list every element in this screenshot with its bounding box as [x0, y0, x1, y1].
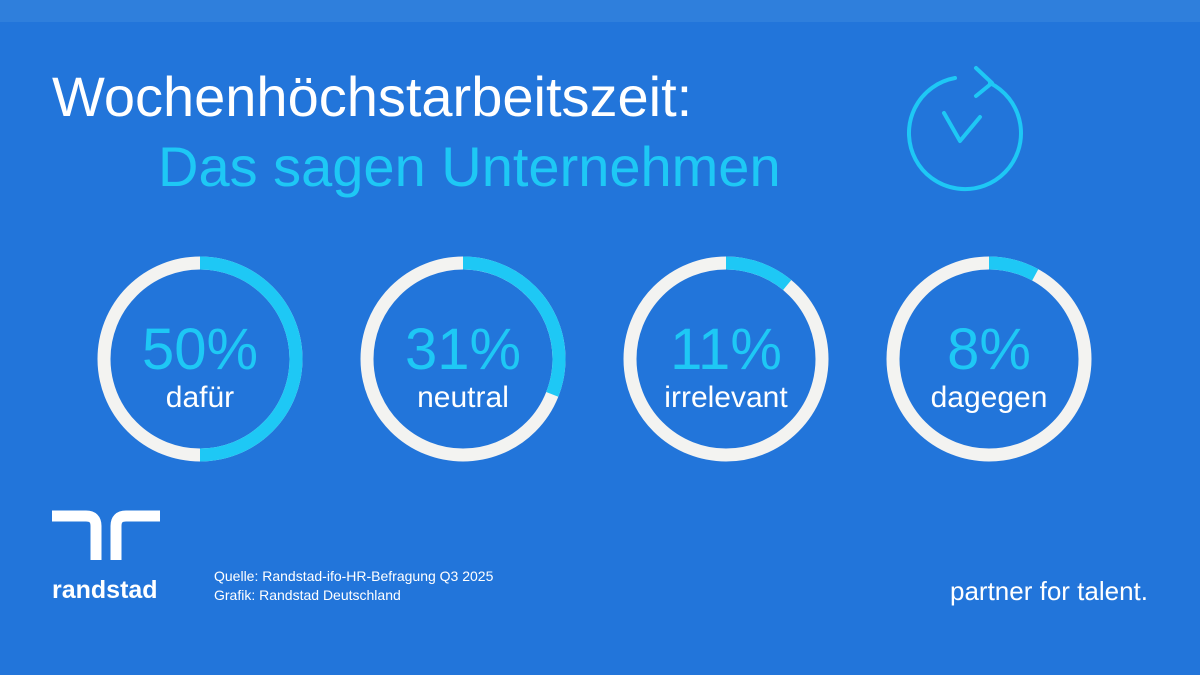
value-label: 11% [670, 317, 782, 382]
subtitle: Das sagen Unternehmen [158, 135, 781, 198]
value-label: 8% [947, 317, 1031, 382]
value-label: 50% [142, 317, 258, 382]
donut-arc [988, 256, 1039, 281]
category-label: dagegen [931, 381, 1048, 414]
randstad-mark [52, 510, 160, 560]
donut-arc [199, 256, 303, 462]
logo-text: randstad [52, 576, 158, 604]
tagline: partner for talent. [950, 576, 1148, 606]
clock-icon [907, 66, 1023, 192]
category-label: irrelevant [664, 381, 788, 414]
category-label: dafür [166, 381, 234, 414]
donut-arc [462, 256, 566, 397]
donut-arc [725, 256, 792, 291]
source-line: Grafik: Randstad Deutschland [214, 587, 401, 603]
value-label: 31% [405, 317, 521, 382]
top-band [0, 0, 1200, 22]
source-line: Quelle: Randstad-ifo-HR-Befragung Q3 202… [214, 568, 494, 584]
category-label: neutral [417, 381, 509, 414]
title: Wochenhöchstarbeitszeit: [52, 65, 692, 128]
